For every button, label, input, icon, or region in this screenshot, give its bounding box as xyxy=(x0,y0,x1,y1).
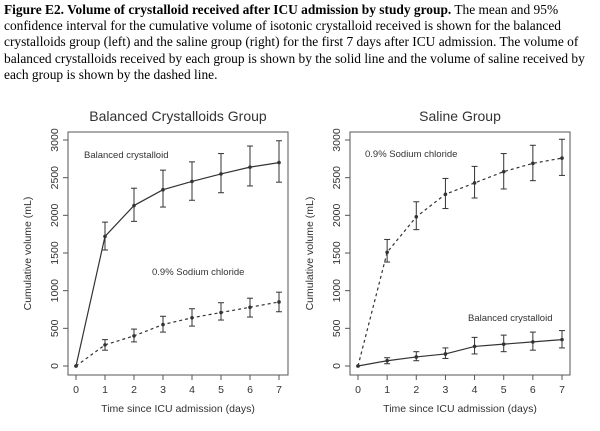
series-line xyxy=(357,339,563,367)
y-tick-label: 1000 xyxy=(331,279,343,303)
x-tick-label: 1 xyxy=(102,384,108,396)
data-point xyxy=(501,342,506,346)
series-label: 0.9% Sodium chloride xyxy=(365,149,457,160)
y-axis-label: Cumulative volume (mL) xyxy=(304,197,316,311)
x-tick-label: 1 xyxy=(384,384,390,396)
data-point xyxy=(277,300,281,304)
data-point xyxy=(472,344,477,349)
series-label: Balanced crystalloid xyxy=(468,313,553,324)
y-tick-label: 2000 xyxy=(331,203,343,227)
data-point xyxy=(501,169,506,174)
series-label: Balanced crystalloid xyxy=(84,150,169,161)
caption-label: Figure E2. Volume of crystalloid receive… xyxy=(4,2,452,17)
data-point xyxy=(219,172,223,176)
series-line xyxy=(75,162,280,367)
x-tick-label: 0 xyxy=(355,384,361,396)
data-point xyxy=(385,358,389,363)
y-tick-label: 3000 xyxy=(49,128,61,152)
data-point xyxy=(414,355,419,359)
series-label: 0.9% Sodium chloride xyxy=(152,267,244,278)
chart-title: Saline Group xyxy=(419,108,501,124)
x-tick-label: 4 xyxy=(472,384,478,396)
data-point xyxy=(190,179,194,184)
x-axis-label: Time since ICU admission (days) xyxy=(383,403,537,415)
data-point xyxy=(132,203,136,208)
data-point xyxy=(443,352,448,356)
y-tick-label: 2500 xyxy=(331,166,343,190)
figure-caption: Figure E2. Volume of crystalloid receive… xyxy=(4,2,598,83)
data-point xyxy=(531,340,535,344)
data-point xyxy=(356,364,360,368)
y-tick-label: 1500 xyxy=(49,241,61,265)
x-tick-label: 3 xyxy=(160,384,166,396)
data-point xyxy=(531,161,535,166)
data-point xyxy=(385,250,389,255)
data-point xyxy=(248,165,252,169)
y-tick-label: 500 xyxy=(49,319,61,337)
data-point xyxy=(443,192,448,197)
data-point xyxy=(560,156,564,160)
x-tick-label: 7 xyxy=(559,384,565,396)
data-point xyxy=(103,234,107,239)
y-axis-label: Cumulative volume (mL) xyxy=(22,197,34,311)
x-tick-label: 5 xyxy=(501,384,507,396)
data-point xyxy=(74,364,78,368)
y-tick-label: 2500 xyxy=(49,166,61,190)
y-tick-label: 2000 xyxy=(49,203,61,227)
data-point xyxy=(277,160,281,165)
chart-title: Balanced Crystalloids Group xyxy=(89,108,267,124)
data-point xyxy=(161,187,165,192)
data-point xyxy=(472,181,477,185)
caption-text: The mean and 95% confidence interval for… xyxy=(4,2,585,82)
data-point xyxy=(161,322,165,327)
y-tick-label: 0 xyxy=(331,363,343,369)
x-tick-label: 3 xyxy=(443,384,449,396)
data-point xyxy=(190,315,194,320)
x-tick-label: 6 xyxy=(247,384,253,396)
data-point xyxy=(219,310,223,315)
series-line xyxy=(75,301,280,367)
data-point xyxy=(248,305,252,310)
y-tick-label: 500 xyxy=(331,319,343,337)
data-point xyxy=(560,337,564,342)
x-tick-label: 4 xyxy=(189,384,195,396)
x-tick-label: 6 xyxy=(530,384,536,396)
x-tick-label: 7 xyxy=(276,384,282,396)
y-tick-label: 1500 xyxy=(331,241,343,265)
x-tick-label: 0 xyxy=(73,384,79,396)
data-point xyxy=(132,334,136,338)
data-point xyxy=(414,215,419,219)
x-axis-label: Time since ICU admission (days) xyxy=(101,403,255,415)
y-tick-label: 0 xyxy=(49,363,61,369)
y-tick-label: 1000 xyxy=(49,279,61,303)
plot-frame xyxy=(349,131,571,376)
x-tick-label: 2 xyxy=(413,384,419,396)
x-tick-label: 2 xyxy=(131,384,137,396)
x-tick-label: 5 xyxy=(218,384,224,396)
data-point xyxy=(103,343,107,347)
y-tick-label: 3000 xyxy=(331,128,343,152)
